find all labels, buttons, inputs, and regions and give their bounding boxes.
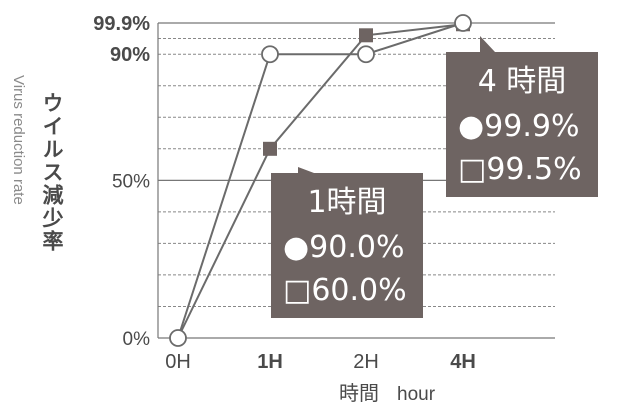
- callout-square-value: □60.0%: [283, 273, 407, 308]
- y-axis-label-en: Virus reduction rate: [10, 75, 27, 205]
- x-tick-label: 2H: [353, 351, 379, 373]
- callout-1h: 1時間 ●90.0% □60.0%: [271, 167, 423, 318]
- callout-circle-value: ●99.9%: [458, 109, 579, 144]
- callout-circle-value: ●90.0%: [283, 230, 404, 265]
- data-point-square: [359, 28, 373, 43]
- data-point-circle: [261, 45, 279, 64]
- callout-box: [446, 52, 598, 197]
- axis-layer: 0% 50% 90% 99.9% 0H 1H 2H 4H: [93, 13, 555, 373]
- data-point-circle: [454, 14, 472, 32]
- callout-square-value: □99.5%: [458, 152, 582, 187]
- x-axis-label-en: hour: [397, 384, 436, 405]
- series-line-square: [177, 23, 464, 339]
- series-layer: [169, 14, 472, 347]
- y-tick-label: 99.9%: [93, 13, 150, 35]
- callout-layer: 1時間 ●90.0% □60.0% 4 時間 ●99.9% □99.5%: [271, 36, 598, 318]
- data-point-circle: [169, 329, 187, 347]
- y-tick-label: 90%: [110, 44, 150, 66]
- data-point-circle: [357, 45, 375, 64]
- y-axis-label-ja: ウイルス減少率: [40, 92, 65, 253]
- callout-title: 1時間: [307, 185, 386, 220]
- y-tick-label: 50%: [112, 171, 150, 192]
- x-tick-label: 0H: [165, 351, 191, 373]
- x-axis-label-ja: 時間: [339, 381, 379, 405]
- callout-4h: 4 時間 ●99.9% □99.5%: [446, 36, 598, 197]
- callout-box: [271, 173, 423, 318]
- callout-pointer: [480, 36, 495, 52]
- x-tick-label: 4H: [450, 351, 476, 373]
- y-tick-label: 0%: [123, 329, 151, 350]
- series-line-circle: [177, 22, 464, 339]
- data-point-square: [263, 141, 277, 156]
- callout-title: 4 時間: [478, 64, 567, 99]
- x-tick-label: 1H: [257, 351, 283, 373]
- callout-pointer: [298, 167, 314, 173]
